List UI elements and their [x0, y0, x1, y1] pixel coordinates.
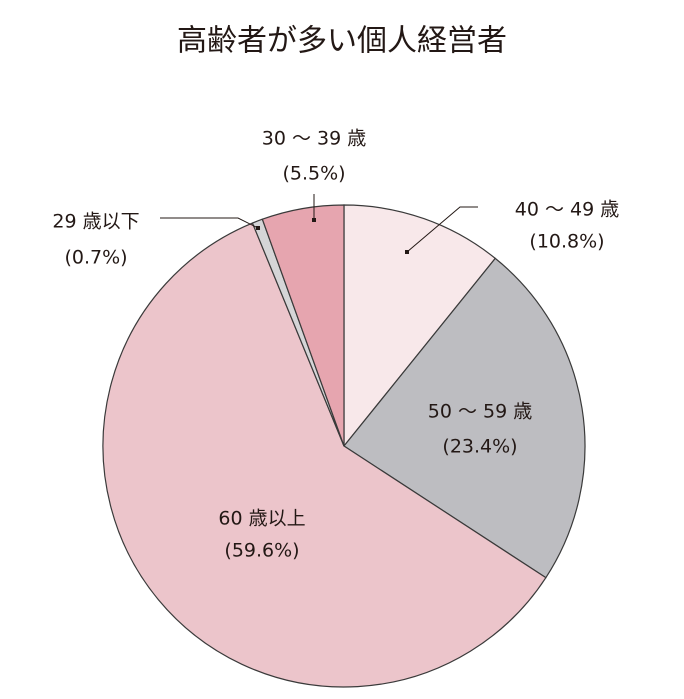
pie-slice	[102, 222, 547, 688]
leader-dot	[312, 218, 316, 222]
slice-label: 60 歳以上	[218, 508, 305, 530]
pie	[102, 204, 586, 688]
slice-value-label: (23.4%)	[442, 436, 517, 458]
pie-slice	[343, 204, 497, 448]
slice-label: 29 歳以下	[52, 211, 139, 233]
leader-dot	[405, 250, 409, 254]
slice-value-label: (0.7%)	[64, 247, 127, 269]
slice-label: 50 〜 59 歳	[428, 401, 532, 423]
pie-slice	[261, 204, 345, 447]
leader-lines	[160, 194, 478, 253]
leader-line	[406, 206, 478, 253]
slice-label: 40 〜 49 歳	[515, 199, 619, 221]
slice-value-label: (10.8%)	[529, 231, 604, 253]
slice-value-label: (5.5%)	[282, 163, 345, 185]
slice-label: 30 〜 39 歳	[262, 128, 366, 150]
leader-line	[160, 217, 259, 229]
pie-slice	[343, 257, 586, 579]
slice-value-label: (59.6%)	[224, 540, 299, 562]
leader-dots	[256, 218, 409, 254]
chart-title: 高齢者が多い個人経営者	[177, 24, 507, 59]
leader-dot	[256, 226, 260, 230]
